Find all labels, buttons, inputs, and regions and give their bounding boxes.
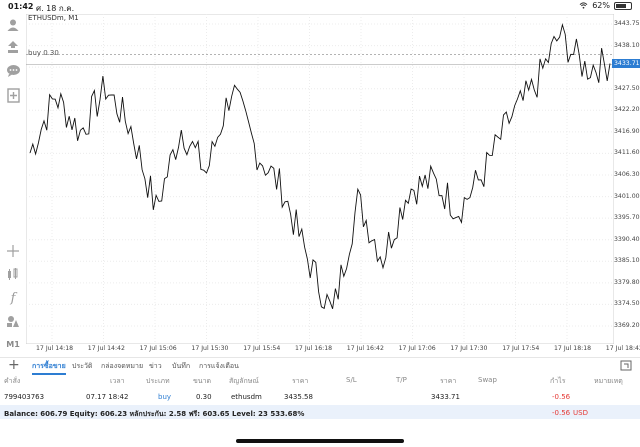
function-icon[interactable]: f bbox=[10, 290, 16, 306]
price-tick-label: 3406.30 bbox=[614, 171, 640, 178]
home-indicator[interactable] bbox=[236, 439, 404, 443]
price-tick-label: 3401.00 bbox=[614, 192, 640, 200]
status-date: ศ. 18 ก.ค. bbox=[36, 4, 75, 13]
left-toolbar: f M1 bbox=[0, 14, 26, 354]
table-row[interactable]: 799403763 07.17 18:42 buy 0.30 ethusdm 3… bbox=[0, 393, 640, 405]
col-type: ประเภท bbox=[146, 377, 170, 385]
price-tick-label: 3390.40 bbox=[614, 235, 640, 243]
col-time: เวลา bbox=[110, 377, 125, 385]
row-price: 3435.58 bbox=[284, 393, 313, 401]
balance-summary: Balance: 606.79 Equity: 606.23 หลักประกั… bbox=[4, 410, 305, 418]
row-size: 0.30 bbox=[196, 393, 212, 401]
new-order-icon[interactable] bbox=[4, 86, 22, 104]
col-comment: หมายเหตุ bbox=[594, 377, 623, 385]
row-symbol: ethusdm bbox=[231, 393, 262, 401]
time-tick-label: 17 Jul 17:06 bbox=[398, 345, 436, 352]
price-tick-label: 3374.50 bbox=[614, 300, 640, 308]
price-tick-label: 3395.70 bbox=[614, 214, 640, 222]
trade-icon[interactable] bbox=[4, 38, 22, 56]
price-tick-label: 3416.90 bbox=[614, 127, 640, 135]
price-tick-label: 3438.10 bbox=[614, 41, 640, 49]
timeframe-label[interactable]: M1 bbox=[6, 339, 20, 349]
battery-icon bbox=[614, 1, 632, 10]
time-tick-label: 17 Jul 17:54 bbox=[502, 345, 540, 352]
tab-alerts[interactable]: การแจ้งเตือน bbox=[199, 362, 239, 370]
objects-icon[interactable] bbox=[4, 312, 22, 330]
status-time: 01:42 bbox=[8, 2, 34, 11]
time-tick-label: 17 Jul 18:42 bbox=[605, 345, 640, 352]
current-price-tag: 3433.71 bbox=[612, 59, 640, 68]
row-current-price: 3433.71 bbox=[431, 393, 460, 401]
order-line-label: buy 0.30 bbox=[28, 49, 59, 57]
time-tick-label: 17 Jul 16:42 bbox=[346, 345, 384, 352]
balance-profit: -0.56 bbox=[552, 409, 571, 417]
time-tick-label: 17 Jul 16:18 bbox=[295, 345, 333, 352]
chart-symbol-title: ETHUSDm, M1 bbox=[28, 14, 79, 22]
balance-currency: USD bbox=[573, 409, 588, 417]
col-price: ราคา bbox=[292, 377, 309, 385]
time-tick-label: 17 Jul 15:30 bbox=[191, 345, 229, 352]
price-axis: 3443.753438.103432.503427.503422.203416.… bbox=[614, 14, 640, 344]
price-tick-label: 3411.60 bbox=[614, 149, 640, 157]
price-chart[interactable] bbox=[26, 14, 614, 344]
time-tick-label: 17 Jul 15:06 bbox=[139, 345, 177, 352]
time-tick-label: 17 Jul 18:18 bbox=[554, 345, 592, 352]
battery-percent: 62% bbox=[592, 1, 610, 10]
row-type: buy bbox=[158, 393, 172, 401]
time-tick-label: 17 Jul 15:54 bbox=[243, 345, 281, 352]
tab-history[interactable]: ประวัติ bbox=[72, 362, 93, 370]
time-tick-label: 17 Jul 14:42 bbox=[87, 345, 125, 352]
price-tick-label: 3379.80 bbox=[614, 278, 640, 286]
positions-header: คำสั่ง เวลา ประเภท ขนาด สัญลักษณ์ ราคา S… bbox=[0, 376, 640, 388]
tab-trade[interactable]: การซื้อขาย bbox=[32, 361, 66, 375]
col-swap: Swap bbox=[478, 376, 497, 384]
col-symbol: สัญลักษณ์ bbox=[229, 377, 259, 385]
balance-bar: Balance: 606.79 Equity: 606.23 หลักประกั… bbox=[0, 405, 640, 419]
tab-mailbox[interactable]: กล่องจดหมาย bbox=[101, 362, 144, 370]
col-tp: T/P bbox=[396, 376, 407, 384]
col-order: คำสั่ง bbox=[4, 377, 21, 385]
col-profit: กำไร bbox=[550, 377, 566, 385]
tab-journal[interactable]: บันทึก bbox=[172, 362, 191, 370]
expand-icon[interactable] bbox=[620, 360, 632, 371]
price-tick-label: 3385.10 bbox=[614, 257, 640, 265]
terminal-tabs: + การซื้อขาย ประวัติ กล่องจดหมาย ข่าว บั… bbox=[0, 357, 640, 375]
price-tick-label: 3422.20 bbox=[614, 106, 640, 114]
col-sl: S/L bbox=[346, 376, 357, 384]
person-icon[interactable] bbox=[4, 16, 22, 34]
col-size: ขนาด bbox=[193, 377, 212, 385]
tab-news[interactable]: ข่าว bbox=[149, 362, 162, 370]
row-order: 799403763 bbox=[4, 393, 45, 401]
wifi-icon bbox=[579, 2, 588, 9]
chart-grid bbox=[26, 14, 614, 344]
time-tick-label: 17 Jul 14:18 bbox=[36, 345, 74, 352]
price-series-line bbox=[29, 23, 611, 310]
col-current-price: ราคา bbox=[440, 377, 457, 385]
price-tick-label: 3427.50 bbox=[614, 84, 640, 92]
row-profit: -0.56 bbox=[552, 393, 571, 401]
crosshair-icon[interactable] bbox=[4, 242, 22, 260]
price-tick-label: 3443.75 bbox=[614, 20, 640, 27]
status-bar: 01:42 ศ. 18 ก.ค. 62% bbox=[0, 0, 640, 14]
status-right: 62% bbox=[579, 1, 632, 10]
time-tick-label: 17 Jul 17:30 bbox=[450, 345, 488, 352]
row-time: 07.17 18:42 bbox=[86, 393, 129, 401]
indicator-icon[interactable] bbox=[4, 265, 22, 283]
add-icon[interactable]: + bbox=[8, 357, 20, 373]
chat-icon[interactable] bbox=[4, 62, 22, 80]
price-tick-label: 3369.20 bbox=[614, 322, 640, 329]
